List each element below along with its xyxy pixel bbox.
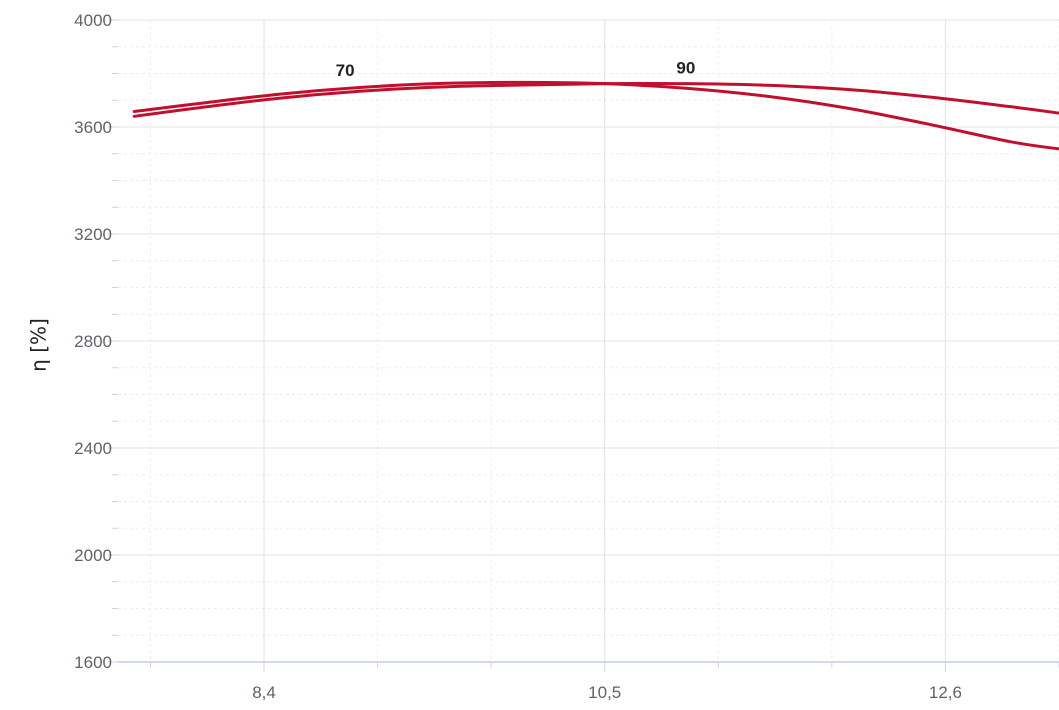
curve-label-90: 90 [676, 59, 695, 78]
y-tick-label: 2800 [74, 332, 112, 351]
series-line-90 [132, 81, 1059, 118]
y-tick-label: 2000 [74, 546, 112, 565]
y-tick-label: 2400 [74, 439, 112, 458]
y-tick-label: 1600 [74, 653, 112, 672]
x-tick-label: 10,5 [588, 683, 621, 702]
series-lines [132, 80, 1059, 151]
series-line-70 [132, 80, 1059, 151]
y-tick-label: 4000 [74, 11, 112, 30]
y-axis-ticks: 1600 2000 2400 2800 3200 3600 4000 [74, 11, 118, 672]
y-tick-label: 3600 [74, 118, 112, 137]
major-grid [118, 19, 1059, 662]
y-tick-label: 3200 [74, 225, 112, 244]
curve-label-70: 70 [336, 61, 355, 80]
x-axis-ticks: 8,4 10,5 12,6 [149, 662, 1059, 702]
curve-annotations: 70 90 [336, 59, 696, 81]
x-tick-label: 8,4 [252, 683, 276, 702]
x-tick-label: 12,6 [929, 683, 962, 702]
y-axis-label: η [%] [27, 318, 51, 372]
